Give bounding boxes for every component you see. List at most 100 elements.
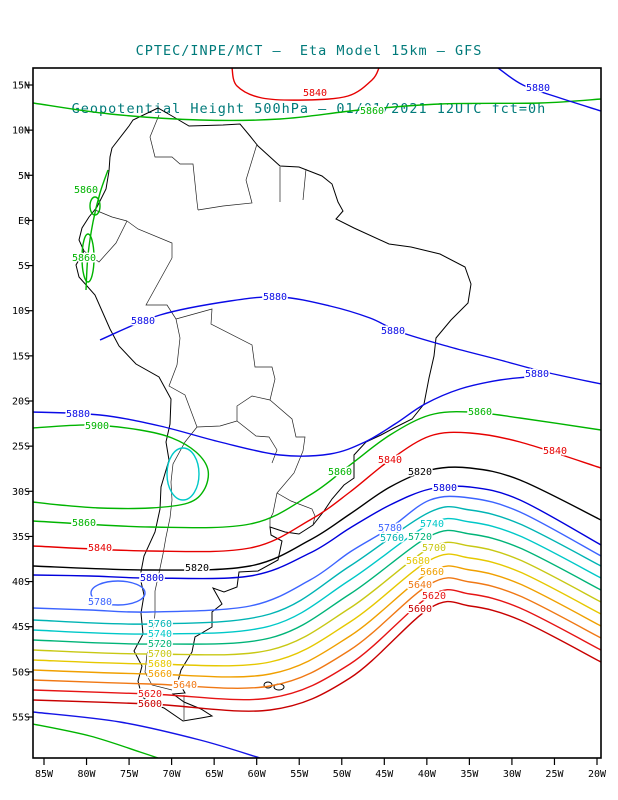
- contour-label-5800: 5800: [140, 573, 164, 584]
- contour-label-5840: 5840: [88, 543, 112, 554]
- contour-line-5660: [33, 565, 601, 678]
- contour-label-5740: 5740: [420, 519, 444, 530]
- contour-label-5740: 5740: [148, 629, 172, 640]
- contour-label-5860: 5860: [72, 518, 96, 529]
- lat-tick-label: 25S: [12, 442, 30, 453]
- country-border: [197, 143, 258, 211]
- country-border: [149, 114, 199, 211]
- lon-tick-label: 75W: [120, 769, 139, 780]
- lon-tick-label: 80W: [78, 769, 97, 780]
- contour-line-5840: [231, 68, 380, 101]
- contour-line-5700: [33, 541, 601, 656]
- country-border: [269, 492, 278, 527]
- contour-line-5900: [33, 424, 210, 510]
- contour-label-5880: 5880: [263, 292, 287, 303]
- country-border: [94, 209, 128, 222]
- contour-line-5740: [33, 517, 601, 635]
- contour-line-5780: [90, 580, 146, 606]
- contour-label-5660: 5660: [420, 567, 444, 578]
- lat-tick-label: 55S: [12, 713, 30, 724]
- contour-label-5860: 5860: [360, 106, 384, 117]
- contour-line-5780: [33, 495, 601, 613]
- country-border: [175, 318, 181, 366]
- contour-label-5600: 5600: [408, 604, 432, 615]
- lat-tick-label: 35S: [12, 532, 30, 543]
- contour-line-5580: [33, 711, 261, 758]
- lon-tick-label: 35W: [460, 769, 479, 780]
- contour-line-5640: [33, 577, 601, 689]
- lon-tick-label: 65W: [205, 769, 224, 780]
- contour-line-5620: [33, 588, 601, 701]
- lat-tick-label: 15S: [12, 351, 30, 362]
- contour-label-5680: 5680: [406, 556, 430, 567]
- contour-label-5820: 5820: [408, 467, 432, 478]
- contour-line-5760: [33, 506, 601, 625]
- header-line-1: CPTEC/INPE/MCT — Eta Model 15km — GFS: [135, 43, 483, 59]
- lon-tick-label: 30W: [503, 769, 522, 780]
- lon-tick-label: 85W: [35, 769, 54, 780]
- country-border: [302, 168, 307, 201]
- contour-label-5840: 5840: [378, 455, 402, 466]
- lat-tick-label: 10S: [12, 306, 30, 317]
- contour-label-5880: 5880: [381, 326, 405, 337]
- geography-layer: [75, 107, 472, 722]
- lat-tick-label: 30S: [12, 487, 30, 498]
- lon-tick-label: 50W: [333, 769, 352, 780]
- contour-label-5880: 5880: [525, 369, 549, 380]
- contour-label-5700: 5700: [422, 543, 446, 554]
- contour-line-5720: [33, 529, 601, 645]
- contour-label-5800: 5800: [433, 483, 457, 494]
- country-border: [196, 395, 271, 428]
- lat-tick-label: 45S: [12, 622, 30, 633]
- country-border: [236, 420, 278, 464]
- contour-layer: [33, 68, 601, 758]
- contour-line-5840: [33, 431, 601, 553]
- lat-tick-label: 10N: [12, 126, 30, 137]
- plot-frame: [32, 67, 602, 759]
- contour-label-5660: 5660: [148, 669, 172, 680]
- contour-line-5860: [85, 169, 109, 291]
- contour-label-5900: 5900: [85, 421, 109, 432]
- country-border: [276, 492, 316, 526]
- contour-line-5920: [166, 447, 200, 501]
- contour-label-5760: 5760: [148, 619, 172, 630]
- country-border: [168, 364, 198, 428]
- country-borders: [83, 114, 316, 720]
- country-border: [145, 257, 177, 320]
- contour-line-5600: [33, 600, 601, 712]
- contour-line-5860: [33, 98, 601, 122]
- contour-label-layer: 5840 5860 5880 5860 5860 5880 5880 5880 5880 5880…: [64, 82, 568, 712]
- contour-label-5780: 5780: [378, 523, 402, 534]
- country-border: [126, 220, 173, 258]
- contour-label-5700: 5700: [148, 649, 172, 660]
- contour-label-5620: 5620: [422, 591, 446, 602]
- contour-label-5600: 5600: [138, 699, 162, 710]
- contour-line-5880: [99, 296, 601, 385]
- contour-label-5720: 5720: [408, 532, 432, 543]
- lat-tick-label: 5N: [18, 171, 30, 182]
- contour-label-5820: 5820: [185, 563, 209, 574]
- contour-label-5640: 5640: [173, 680, 197, 691]
- contour-label-5780: 5780: [88, 597, 112, 608]
- contour-line-5820: [33, 466, 601, 571]
- lat-tick-label: 15N: [12, 81, 30, 92]
- lon-tick-label: 40W: [418, 769, 437, 780]
- contour-line-5800: [33, 485, 601, 580]
- contour-line-5680: [33, 553, 601, 667]
- lat-tick-label: 20S: [12, 397, 30, 408]
- contour-line-5560: [33, 723, 159, 758]
- south-america-coastline: [75, 107, 472, 722]
- contour-label-5880: 5880: [526, 83, 550, 94]
- contour-line-5880: [497, 68, 601, 112]
- contour-line-5860: [81, 233, 95, 283]
- contour-label-5760: 5760: [380, 533, 404, 544]
- contour-line-5860: [89, 196, 101, 216]
- lon-tick-label: 60W: [248, 769, 267, 780]
- lat-tick-label: EQ: [18, 216, 30, 227]
- lon-tick-label: 55W: [290, 769, 309, 780]
- country-border: [144, 426, 198, 691]
- contour-label-5620: 5620: [138, 689, 162, 700]
- country-border: [269, 399, 306, 452]
